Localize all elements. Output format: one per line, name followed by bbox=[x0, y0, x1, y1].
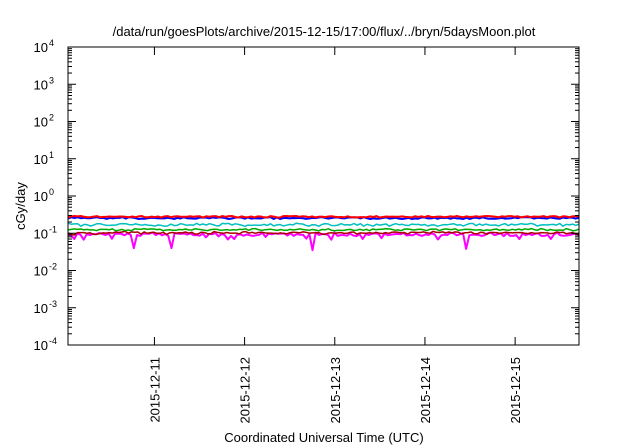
y-tick-label: 10 bbox=[34, 152, 48, 167]
x-tick-label: 2015-12-11 bbox=[147, 357, 162, 423]
y-tick-exponent: -3 bbox=[49, 299, 57, 309]
y-tick-label: 10 bbox=[34, 77, 48, 92]
x-tick-label: 2015-12-14 bbox=[418, 357, 433, 424]
x-axis-label: Coordinated Universal Time (UTC) bbox=[224, 430, 423, 445]
y-tick-exponent: 4 bbox=[49, 38, 54, 48]
y-tick-exponent: -1 bbox=[49, 224, 57, 234]
y-tick-exponent: -4 bbox=[49, 336, 57, 346]
y-tick-label: 10 bbox=[34, 264, 48, 279]
plot-frame bbox=[67, 46, 580, 346]
x-tick-label: 2015-12-13 bbox=[328, 357, 343, 424]
y-tick-label: 10 bbox=[34, 189, 48, 204]
series-line bbox=[67, 222, 580, 228]
series-line bbox=[67, 231, 580, 252]
chart-title: /data/run/goesPlots/archive/2015-12-15/1… bbox=[113, 24, 536, 39]
y-tick-exponent: 2 bbox=[49, 113, 54, 123]
x-axis: 2015-12-11 2015-12-12 2015-12-13 2015-12-14… bbox=[147, 47, 523, 424]
series-layer bbox=[67, 215, 580, 252]
y-tick-exponent: 0 bbox=[49, 187, 54, 197]
series-line bbox=[67, 215, 580, 219]
y-tick-exponent: -2 bbox=[49, 262, 57, 272]
series-line bbox=[67, 230, 580, 236]
y-tick-exponent: 1 bbox=[49, 150, 54, 160]
series-line bbox=[67, 227, 580, 232]
y-tick-label: 10 bbox=[34, 115, 48, 130]
y-tick-label: 10 bbox=[34, 338, 48, 353]
y-tick-label: 10 bbox=[34, 226, 48, 241]
y-tick-label: 10 bbox=[34, 40, 48, 55]
x-tick-label: 2015-12-15 bbox=[508, 357, 523, 424]
y-axis-label: cGy/day bbox=[13, 182, 28, 230]
y-tick-exponent: 3 bbox=[49, 75, 54, 85]
x-tick-label: 2015-12-12 bbox=[238, 357, 253, 424]
y-tick-label: 10 bbox=[34, 301, 48, 316]
